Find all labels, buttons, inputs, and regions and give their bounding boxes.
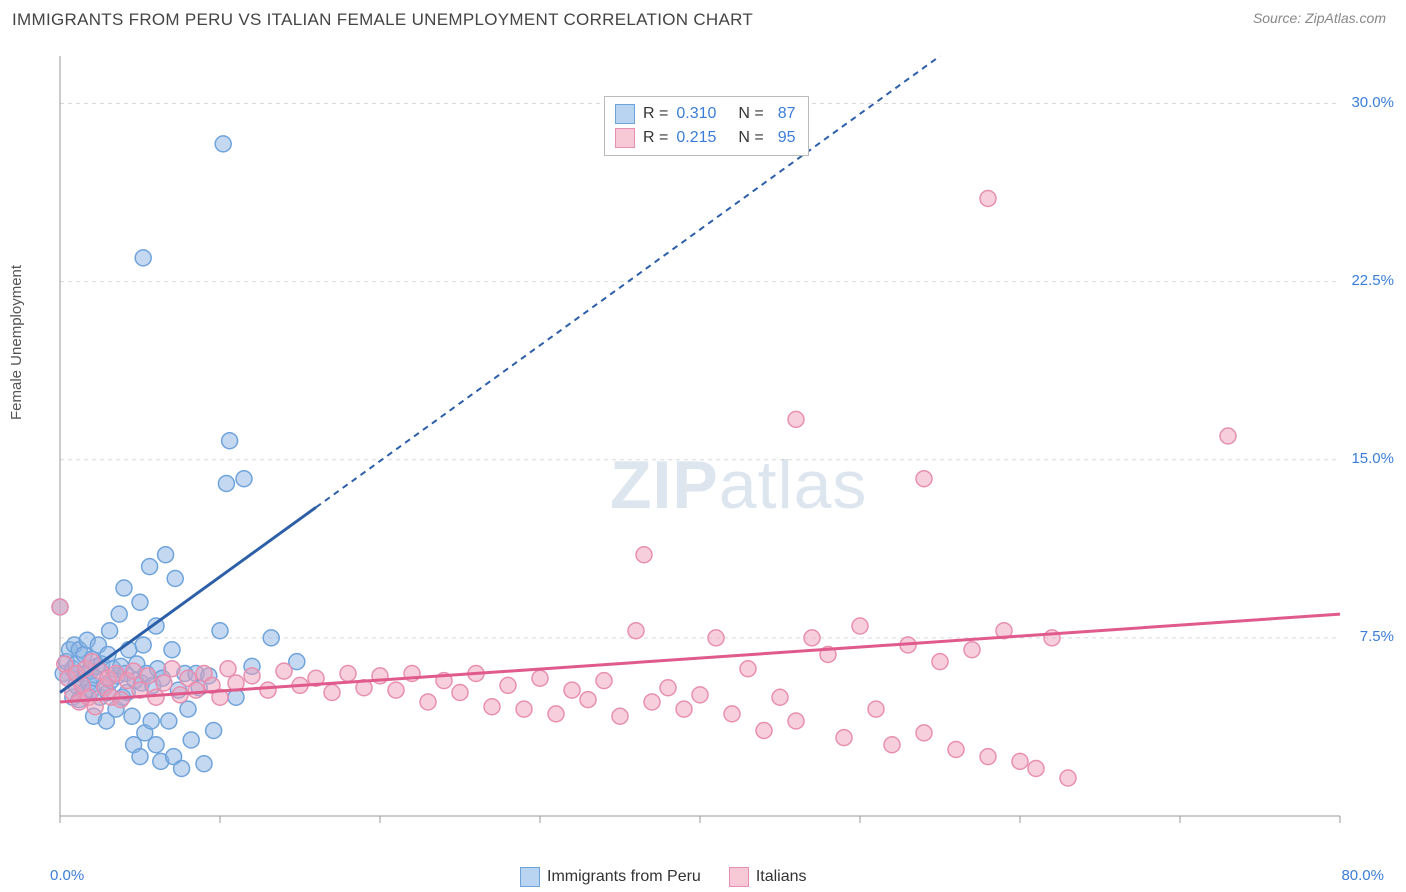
watermark: ZIPatlas [610, 446, 867, 524]
legend-correlation: R = 0.310N = 87R = 0.215N = 95 [604, 96, 809, 156]
legend-item: Italians [729, 867, 807, 887]
y-axis-label: Female Unemployment [8, 265, 25, 420]
x-tick-max: 80.0% [1341, 867, 1384, 884]
legend-correlation-row: R = 0.310N = 87 [615, 102, 796, 126]
y-tick-label: 7.5% [1360, 628, 1394, 645]
legend-swatch [615, 128, 635, 148]
y-tick-label: 22.5% [1351, 272, 1394, 289]
x-tick-min: 0.0% [50, 867, 84, 884]
scatter-plot [50, 46, 1390, 838]
y-tick-label: 15.0% [1351, 450, 1394, 467]
legend-swatch [615, 104, 635, 124]
legend-series: Immigrants from Peru Italians [520, 867, 807, 887]
source-attribution: Source: ZipAtlas.com [1253, 10, 1386, 26]
chart-title: IMMIGRANTS FROM PERU VS ITALIAN FEMALE U… [12, 10, 753, 30]
legend-swatch [520, 867, 540, 887]
legend-item: Immigrants from Peru [520, 867, 701, 887]
chart-area: ZIPatlas R = 0.310N = 87R = 0.215N = 95 [50, 46, 1390, 838]
y-tick-label: 30.0% [1351, 94, 1394, 111]
legend-correlation-row: R = 0.215N = 95 [615, 126, 796, 150]
legend-swatch [729, 867, 749, 887]
